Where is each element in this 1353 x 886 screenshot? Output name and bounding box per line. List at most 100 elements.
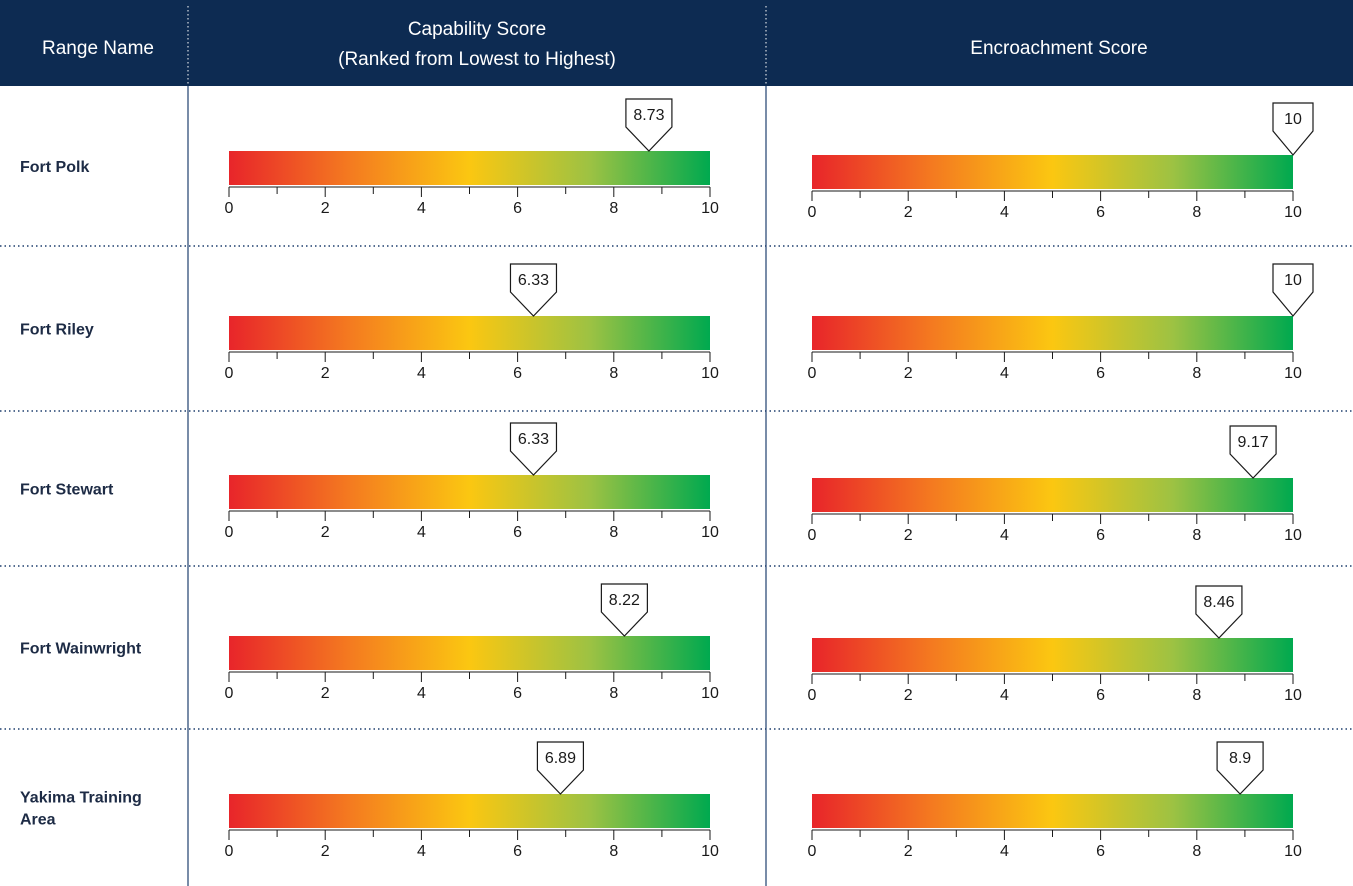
capability-tick-label: 8 xyxy=(609,200,618,217)
table-row: Yakima Training Area 0 2 4 6 8 10 6.89 0 2 4 6 8 10 8.9 xyxy=(20,741,1302,860)
row-label: Area xyxy=(20,812,56,829)
encroachment-tick-label: 6 xyxy=(1096,527,1105,544)
capability-tick-label: 0 xyxy=(225,685,234,702)
table-row: Fort Riley 0 2 4 6 8 10 6.33 0 2 4 6 8 10 10 xyxy=(0,263,1353,412)
capability-tick-label: 6 xyxy=(513,365,522,382)
capability-marker xyxy=(509,422,558,476)
capability-tick-label: 2 xyxy=(321,685,330,702)
encroachment-marker-label: 8.9 xyxy=(1229,750,1251,767)
table-row: Fort Stewart 0 2 4 6 8 10 6.33 0 2 4 6 8 10 9.17 xyxy=(0,422,1353,567)
capability-tick-label: 0 xyxy=(225,843,234,860)
capability-tick-label: 0 xyxy=(225,365,234,382)
header-range-name: Range Name xyxy=(42,38,154,59)
capability-tick-label: 0 xyxy=(225,200,234,217)
encroachment-tick-label: 2 xyxy=(904,687,913,704)
capability-tick-label: 10 xyxy=(701,200,719,217)
capability-marker-label: 6.33 xyxy=(518,272,549,289)
row-label: Fort Stewart xyxy=(20,482,114,499)
capability-tick-label: 2 xyxy=(321,524,330,541)
capability-marker xyxy=(509,263,558,317)
row-label: Yakima Training xyxy=(20,790,142,807)
header-band xyxy=(0,0,1353,86)
header-capability-subtitle: (Ranked from Lowest to Highest) xyxy=(338,49,616,70)
encroachment-tick-label: 6 xyxy=(1096,687,1105,704)
encroachment-tick-label: 10 xyxy=(1284,365,1302,382)
encroachment-tick-label: 4 xyxy=(1000,687,1009,704)
capability-tick-label: 8 xyxy=(609,365,618,382)
encroachment-tick-label: 0 xyxy=(808,687,817,704)
capability-bar xyxy=(229,636,710,670)
capability-tick-label: 0 xyxy=(225,524,234,541)
encroachment-tick-label: 8 xyxy=(1192,843,1201,860)
encroachment-tick-label: 6 xyxy=(1096,365,1105,382)
capability-marker-label: 6.33 xyxy=(518,431,549,448)
capability-marker-label: 8.73 xyxy=(633,107,664,124)
encroachment-tick-label: 8 xyxy=(1192,527,1201,544)
capability-tick-label: 8 xyxy=(609,524,618,541)
row-label: Fort Riley xyxy=(20,322,94,339)
header-capability-title: Capability Score xyxy=(408,19,546,40)
encroachment-tick-label: 2 xyxy=(904,843,913,860)
capability-tick-label: 4 xyxy=(417,843,426,860)
encroachment-marker xyxy=(1216,741,1264,795)
capability-tick-label: 10 xyxy=(701,685,719,702)
capability-tick-label: 10 xyxy=(701,524,719,541)
encroachment-marker xyxy=(1229,425,1277,479)
capability-tick-label: 2 xyxy=(321,843,330,860)
encroachment-marker xyxy=(1272,102,1314,156)
capability-tick-label: 2 xyxy=(321,200,330,217)
encroachment-marker-label: 9.17 xyxy=(1238,434,1269,451)
encroachment-tick-label: 0 xyxy=(808,365,817,382)
capability-marker xyxy=(600,583,648,637)
capability-tick-label: 4 xyxy=(417,524,426,541)
encroachment-bar xyxy=(812,155,1293,189)
encroachment-tick-label: 8 xyxy=(1192,204,1201,221)
encroachment-tick-label: 2 xyxy=(904,204,913,221)
capability-tick-label: 10 xyxy=(701,365,719,382)
encroachment-tick-label: 2 xyxy=(904,527,913,544)
header-encroachment-title: Encroachment Score xyxy=(970,38,1147,59)
encroachment-marker xyxy=(1272,263,1314,317)
encroachment-marker-label: 8.46 xyxy=(1203,594,1234,611)
rows-layer: Fort Polk 0 2 4 6 8 10 8.73 0 2 4 6 8 10 10 Fort Riley 0… xyxy=(0,98,1353,860)
encroachment-tick-label: 4 xyxy=(1000,365,1009,382)
encroachment-tick-label: 0 xyxy=(808,527,817,544)
encroachment-tick-label: 0 xyxy=(808,843,817,860)
encroachment-bar xyxy=(812,794,1293,828)
encroachment-tick-label: 6 xyxy=(1096,204,1105,221)
encroachment-marker-label: 10 xyxy=(1284,272,1302,289)
capability-tick-label: 4 xyxy=(417,365,426,382)
encroachment-marker xyxy=(1195,585,1243,639)
capability-tick-label: 8 xyxy=(609,685,618,702)
encroachment-marker-label: 10 xyxy=(1284,111,1302,128)
capability-marker xyxy=(536,741,585,795)
encroachment-tick-label: 6 xyxy=(1096,843,1105,860)
encroachment-tick-label: 10 xyxy=(1284,204,1302,221)
capability-marker-label: 6.89 xyxy=(545,750,576,767)
encroachment-tick-label: 4 xyxy=(1000,204,1009,221)
encroachment-tick-label: 8 xyxy=(1192,687,1201,704)
encroachment-tick-label: 0 xyxy=(808,204,817,221)
capability-tick-label: 6 xyxy=(513,524,522,541)
capability-bar xyxy=(229,151,710,185)
capability-tick-label: 2 xyxy=(321,365,330,382)
capability-bar xyxy=(229,316,710,350)
row-label: Fort Wainwright xyxy=(20,641,142,658)
capability-marker-label: 8.22 xyxy=(609,592,640,609)
capability-tick-label: 6 xyxy=(513,843,522,860)
table-row: Fort Wainwright 0 2 4 6 8 10 8.22 0 2 4 6 8 10 8.46 xyxy=(0,583,1353,730)
row-label: Fort Polk xyxy=(20,159,89,176)
encroachment-bar xyxy=(812,478,1293,512)
encroachment-tick-label: 4 xyxy=(1000,843,1009,860)
capability-marker xyxy=(625,98,673,152)
capability-tick-label: 10 xyxy=(701,843,719,860)
capability-tick-label: 4 xyxy=(417,685,426,702)
capability-tick-label: 4 xyxy=(417,200,426,217)
capability-tick-label: 8 xyxy=(609,843,618,860)
table-row: Fort Polk 0 2 4 6 8 10 8.73 0 2 4 6 8 10 10 xyxy=(0,98,1353,247)
encroachment-tick-label: 8 xyxy=(1192,365,1201,382)
capability-bar xyxy=(229,794,710,828)
encroachment-tick-label: 10 xyxy=(1284,843,1302,860)
